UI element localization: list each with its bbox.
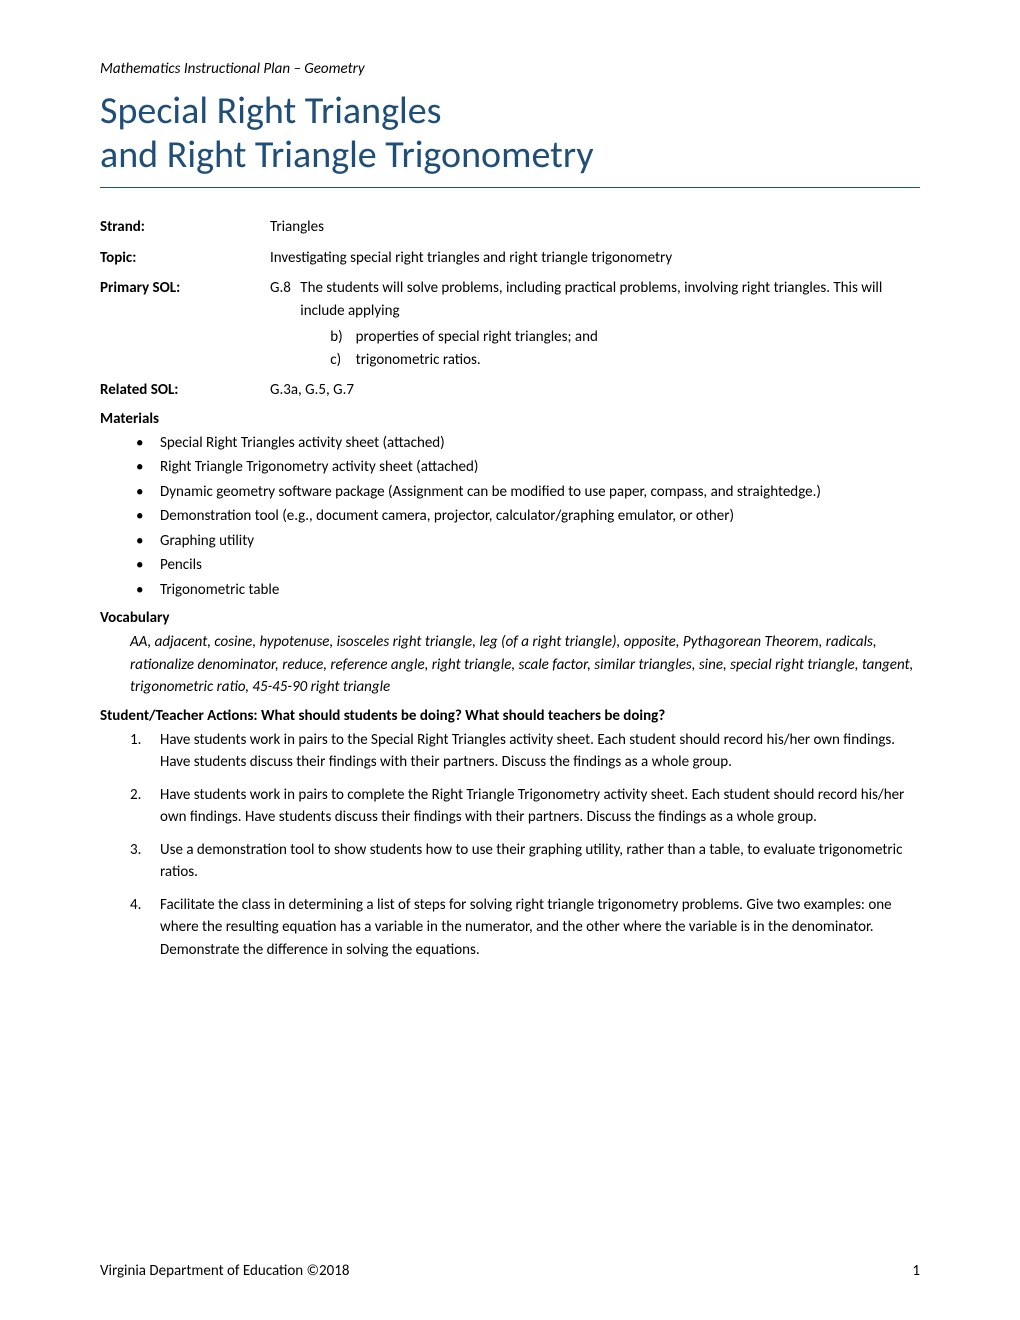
sol-subitem-letter: c) <box>330 349 352 372</box>
footer-page-number: 1 <box>912 1262 920 1280</box>
materials-item: Special Right Triangles activity sheet (… <box>160 432 920 455</box>
materials-item: Trigonometric table <box>160 579 920 602</box>
topic-label: Topic: <box>100 247 270 270</box>
action-item: Have students work in pairs to the Speci… <box>160 729 920 774</box>
footer-left: Virginia Department of Education ©2018 <box>100 1262 349 1280</box>
topic-value: Investigating special right triangles an… <box>270 247 920 270</box>
footer: Virginia Department of Education ©2018 1 <box>100 1262 920 1280</box>
sol-sublist: b) properties of special right triangles… <box>300 326 920 371</box>
materials-item: Right Triangle Trigonometry activity she… <box>160 456 920 479</box>
vocabulary-text: AA, adjacent, cosine, hypotenuse, isosce… <box>100 631 920 699</box>
document-header: Mathematics Instructional Plan – Geometr… <box>100 60 920 78</box>
materials-item: Dynamic geometry software package (Assig… <box>160 481 920 504</box>
title-line-1: Special Right Triangles <box>100 88 441 134</box>
action-item: Use a demonstration tool to show student… <box>160 839 920 884</box>
sol-number: G.8 <box>270 277 291 300</box>
topic-row: Topic: Investigating special right trian… <box>100 247 920 270</box>
vocabulary-heading: Vocabulary <box>100 609 920 627</box>
sol-text: The students will solve problems, includ… <box>300 279 882 320</box>
actions-list: Have students work in pairs to the Speci… <box>100 729 920 962</box>
strand-label: Strand: <box>100 216 270 239</box>
action-item: Have students work in pairs to complete … <box>160 784 920 829</box>
materials-item: Graphing utility <box>160 530 920 553</box>
materials-item: Pencils <box>160 554 920 577</box>
action-item: Facilitate the class in determining a li… <box>160 894 920 962</box>
related-sol-value: G.3a, G.5, G.7 <box>270 379 920 402</box>
primary-sol-label: Primary SOL: <box>100 277 270 371</box>
sol-subitem: c) trigonometric ratios. <box>330 349 920 372</box>
related-sol-row: Related SOL: G.3a, G.5, G.7 <box>100 379 920 402</box>
strand-row: Strand: Triangles <box>100 216 920 239</box>
sol-subitem-letter: b) <box>330 326 352 349</box>
actions-heading: Student/Teacher Actions: What should stu… <box>100 707 920 725</box>
title-underline <box>100 187 920 188</box>
materials-heading: Materials <box>100 410 920 428</box>
primary-sol-row: Primary SOL: G.8 The students will solve… <box>100 277 920 371</box>
sol-subitem-text: properties of special right triangles; a… <box>356 328 598 346</box>
primary-sol-value: G.8 The students will solve problems, in… <box>270 277 920 371</box>
title-line-2: and Right Triangle Trigonometry <box>100 132 594 178</box>
materials-item: Demonstration tool (e.g., document camer… <box>160 505 920 528</box>
sol-subitem: b) properties of special right triangles… <box>330 326 920 349</box>
sol-subitem-text: trigonometric ratios. <box>356 351 481 369</box>
related-sol-label: Related SOL: <box>100 379 270 402</box>
strand-value: Triangles <box>270 216 920 239</box>
materials-list: Special Right Triangles activity sheet (… <box>100 432 920 602</box>
document-title: Special Right Triangles and Right Triang… <box>100 90 920 177</box>
